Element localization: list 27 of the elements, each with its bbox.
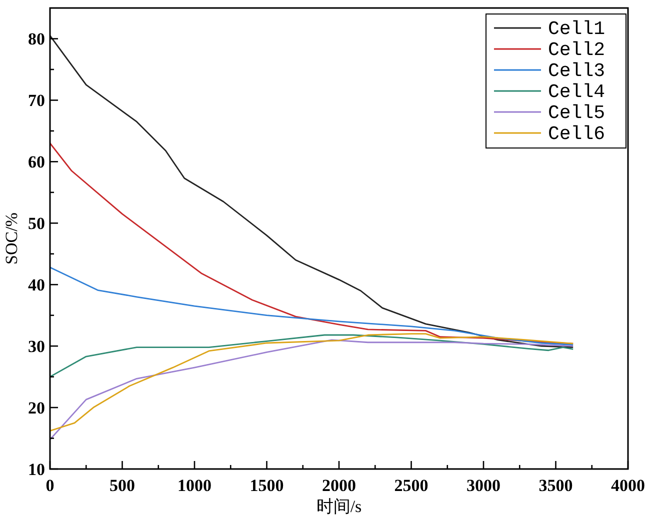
legend-label: Cell1: [548, 18, 606, 40]
legend-label: Cell4: [548, 81, 606, 103]
y-tick-label: 80: [28, 30, 45, 49]
legend-label: Cell3: [548, 60, 606, 82]
x-tick-label: 2500: [394, 476, 428, 495]
y-tick-label: 20: [28, 398, 45, 418]
x-tick-label: 3000: [466, 476, 500, 495]
x-tick-label: 0: [46, 476, 54, 495]
line-series: [50, 334, 574, 378]
y-tick-label: 70: [28, 91, 45, 110]
x-tick-label: 1000: [178, 476, 212, 495]
x-axis-title: 时间/s: [316, 497, 362, 516]
y-tick-label: 40: [28, 276, 45, 295]
y-tick-label: 30: [28, 337, 45, 356]
legend-label: Cell5: [548, 102, 606, 124]
x-tick-label: 1500: [250, 476, 284, 495]
x-tick-label: 500: [110, 476, 135, 495]
x-tick-label: 2000: [322, 476, 356, 495]
x-tick-label: 3500: [538, 476, 573, 495]
legend-label: Cell2: [548, 39, 606, 61]
x-tick-label: 4000: [611, 476, 645, 495]
legend-label: Cell6: [548, 123, 606, 145]
y-tick-label: 10: [28, 460, 45, 479]
y-tick-label: 50: [28, 214, 45, 234]
y-tick-label: 60: [28, 152, 45, 172]
line-series: [50, 266, 574, 346]
y-axis-title: SOC/%: [2, 212, 21, 264]
